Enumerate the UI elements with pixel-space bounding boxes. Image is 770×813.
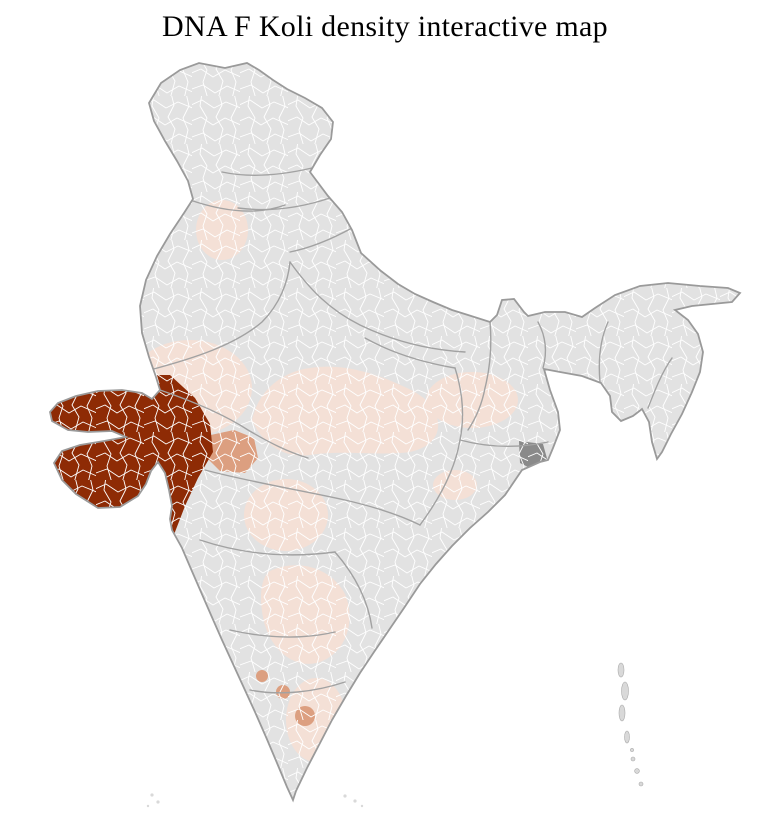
page-title: DNA F Koli density interactive map — [162, 10, 608, 43]
andaman-nicobar-islands[interactable] — [617, 662, 644, 787]
district-borders-overlay — [50, 63, 740, 800]
small-island-dots — [146, 793, 364, 808]
state-borders — [149, 167, 673, 694]
